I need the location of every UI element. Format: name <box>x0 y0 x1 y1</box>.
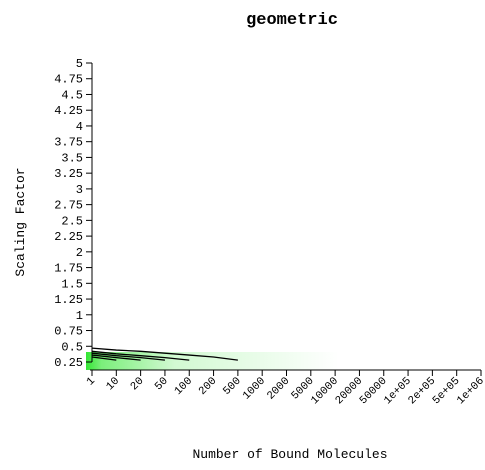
series-line <box>91 354 141 361</box>
y-tick-label: 0.25 <box>54 356 83 370</box>
y-tick-label: 2.25 <box>54 230 83 244</box>
y-tick-label: 2.75 <box>54 199 83 213</box>
x-tick-label: 2000 <box>265 375 292 402</box>
y-tick-label: 4.75 <box>54 73 83 87</box>
y-tick-label: 4.5 <box>61 88 83 102</box>
x-tick-label: 1000 <box>241 375 268 402</box>
x-tick-label: 100 <box>173 375 195 397</box>
y-tick-label: 1.25 <box>54 293 83 307</box>
y-tick-label: 2 <box>76 246 83 260</box>
y-tick-label: 4 <box>76 120 83 134</box>
y-axis: 0.25 0.50.75 1 1.25 1.51.75 2 2.25 2.52.75 3 3.25… <box>54 57 93 370</box>
y-tick-label: 4.25 <box>54 104 83 118</box>
y-tick-label: 1.75 <box>54 262 83 276</box>
y-tick-label: 3.5 <box>61 151 83 165</box>
x-tick-label: 1 <box>85 375 98 388</box>
y-tick-label: 0.75 <box>54 325 83 339</box>
y-tick-label: 0.5 <box>61 340 83 354</box>
x-tick-label: 200 <box>197 375 219 397</box>
x-axis: 1 10 20 50 100 200 500100020005000100002000050… <box>85 369 485 407</box>
series-line <box>91 352 166 361</box>
chart-title: geometric <box>246 11 338 30</box>
x-tick-label: 20 <box>129 375 147 393</box>
series-line <box>91 350 190 361</box>
y-tick-label: 2.5 <box>61 214 83 228</box>
x-tick-label: 10 <box>104 375 122 393</box>
series-line <box>91 347 238 361</box>
series-line <box>91 356 117 361</box>
y-tick-label: 1 <box>76 309 83 323</box>
x-axis-label: Number of Bound Molecules <box>192 447 387 462</box>
y-tick-label: 1.5 <box>61 277 83 291</box>
y-tick-label: 5 <box>76 57 83 71</box>
x-tick-label: 50 <box>153 375 171 393</box>
y-tick-label: 3.25 <box>54 167 83 181</box>
series-group <box>91 347 238 361</box>
y-axis-label: Scaling Factor <box>13 167 28 276</box>
y-tick-label: 3.75 <box>54 136 83 150</box>
y-tick-label: 3 <box>76 183 83 197</box>
x-tick-label: 1e+06 <box>455 375 485 407</box>
